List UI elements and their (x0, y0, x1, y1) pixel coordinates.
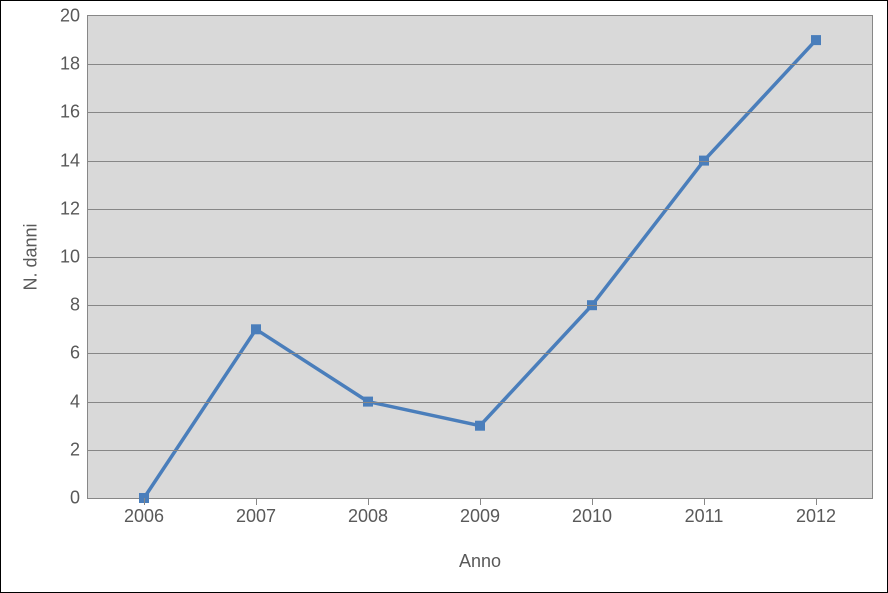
x-tick-label: 2006 (124, 498, 164, 527)
y-tick-label: 12 (60, 198, 88, 219)
x-tick-label: 2009 (460, 498, 500, 527)
y-tick-label: 4 (70, 391, 88, 412)
y-axis-title: N. danni (21, 223, 42, 290)
data-marker (812, 36, 821, 45)
y-tick-label: 8 (70, 295, 88, 316)
x-tick-label: 2010 (572, 498, 612, 527)
y-tick-label: 10 (60, 247, 88, 268)
y-tick-label: 2 (70, 439, 88, 460)
y-tick-label: 0 (70, 488, 88, 509)
plot-area: 0246810121416182020062007200820092010201… (87, 15, 873, 499)
grid-line (88, 64, 872, 65)
y-tick-label: 20 (60, 6, 88, 27)
x-axis-title: Anno (459, 551, 501, 572)
grid-line (88, 209, 872, 210)
data-marker (252, 325, 261, 334)
data-marker (476, 421, 485, 430)
grid-line (88, 450, 872, 451)
y-tick-label: 14 (60, 150, 88, 171)
y-tick-label: 16 (60, 102, 88, 123)
x-tick-label: 2011 (685, 498, 724, 527)
grid-line (88, 161, 872, 162)
grid-line (88, 305, 872, 306)
grid-line (88, 353, 872, 354)
x-tick-label: 2008 (348, 498, 388, 527)
y-tick-label: 6 (70, 343, 88, 364)
x-tick-label: 2012 (796, 498, 836, 527)
chart-container: 0 2 4 6 8 10 12 14 16 18 20 2006 2007 2008 2009 2010 201… (0, 0, 888, 593)
y-tick-label: 18 (60, 54, 88, 75)
grid-line (88, 112, 872, 113)
grid-line (88, 257, 872, 258)
x-tick-label: 2007 (236, 498, 276, 527)
grid-line (88, 402, 872, 403)
